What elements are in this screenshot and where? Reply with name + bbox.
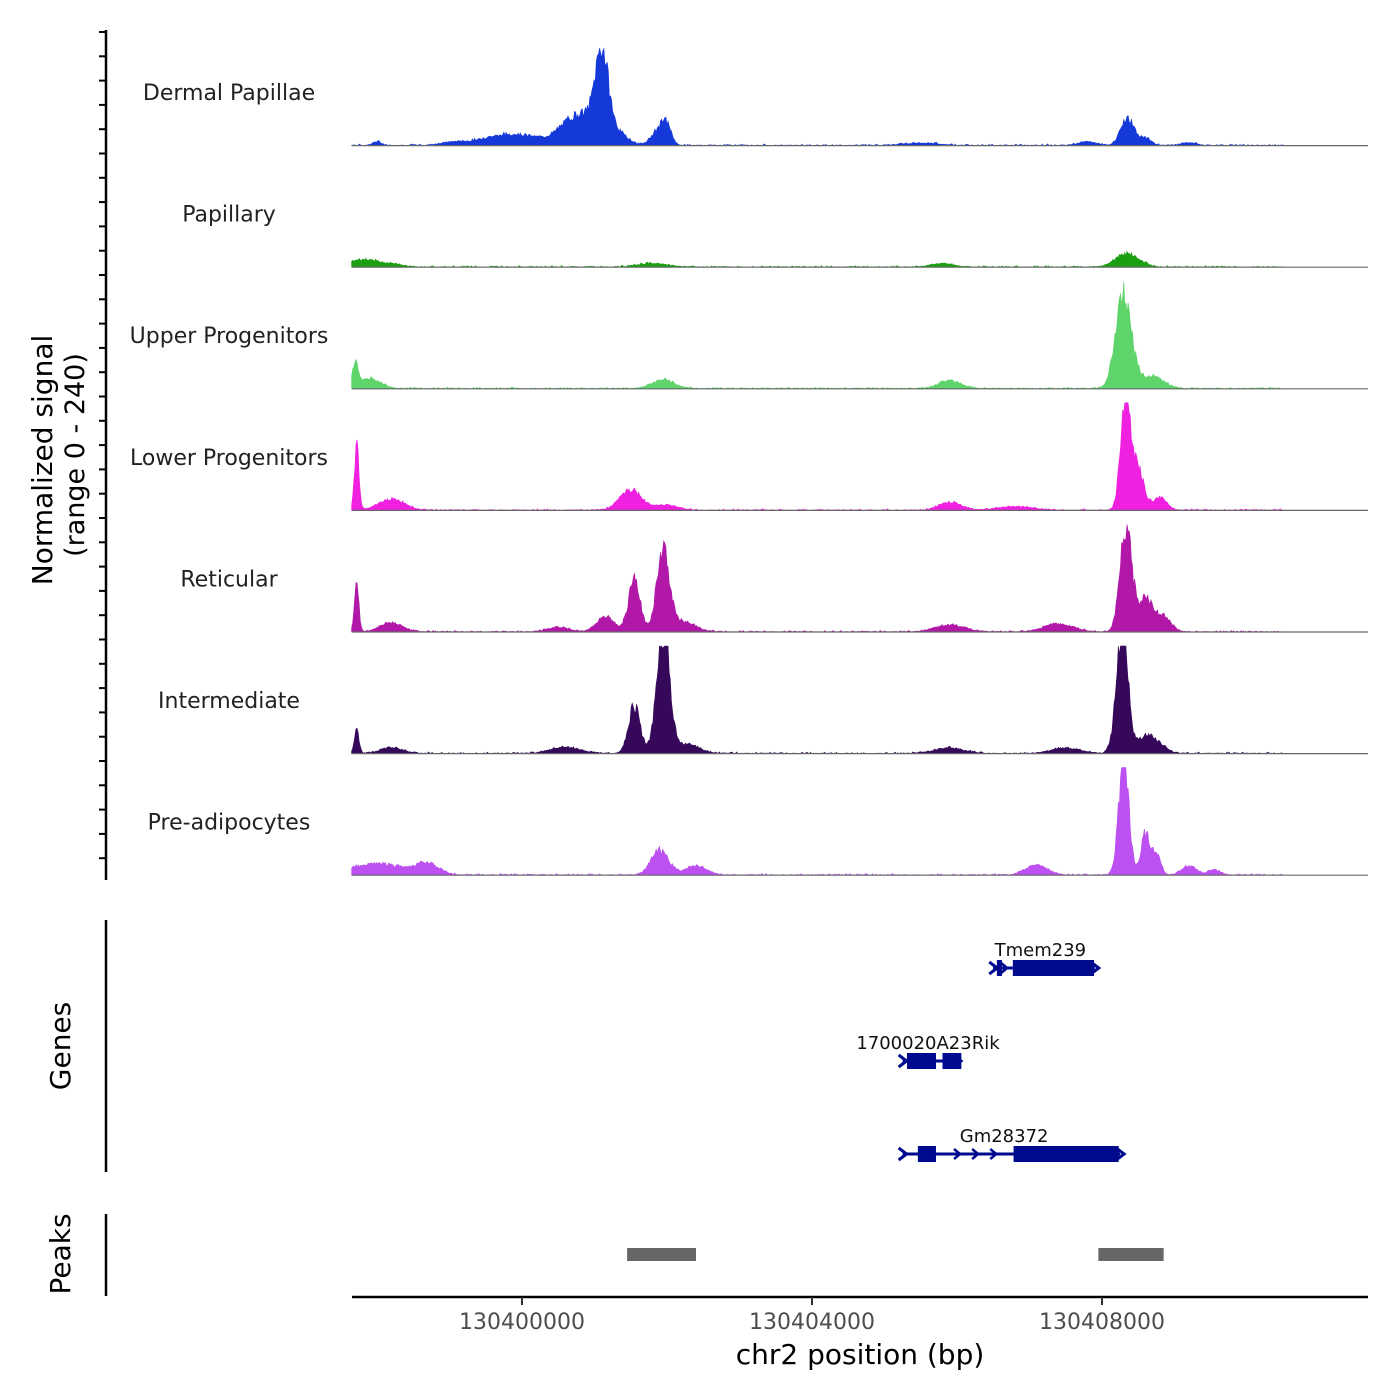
track-intermediate: Intermediate xyxy=(158,645,1368,755)
signal-area-intermediate xyxy=(351,645,1284,755)
peak-region xyxy=(1098,1248,1164,1261)
gene-strand-arrow xyxy=(952,1053,964,1069)
gene-gm28372: Gm28372 xyxy=(897,1126,1127,1162)
gene-exon xyxy=(1013,1146,1119,1162)
track-label-papillary: Papillary xyxy=(182,203,276,228)
y-axis-label-line2: (range 0 - 240) xyxy=(60,353,91,557)
gene-strand-arrow xyxy=(1089,960,1102,976)
track-upper-progenitors: Upper Progenitors xyxy=(130,281,1368,390)
peaks-label: Peaks xyxy=(44,1213,77,1294)
track-label-intermediate: Intermediate xyxy=(158,689,300,714)
gene-strand-arrow xyxy=(988,960,1000,976)
gene-label-1700020a23rik: 1700020A23Rik xyxy=(856,1033,1000,1054)
track-label-dermal-papillae: Dermal Papillae xyxy=(143,81,315,106)
x-axis-label: chr2 position (bp) xyxy=(736,1338,985,1371)
track-reticular: Reticular xyxy=(180,524,1368,633)
track-label-reticular: Reticular xyxy=(180,567,278,592)
genes-track: Tmem239 1700020A23Rik Gm28372 xyxy=(104,920,1127,1172)
gene-label-tmem239: Tmem239 xyxy=(994,940,1087,961)
signal-area-lower-progenitors xyxy=(351,402,1285,511)
track-label-pre-adipocytes: Pre-adipocytes xyxy=(148,811,311,836)
gene-strand-arrow xyxy=(953,1148,962,1160)
gene-label-gm28372: Gm28372 xyxy=(960,1126,1049,1147)
y-axis-ticks xyxy=(99,30,108,880)
track-label-lower-progenitors: Lower Progenitors xyxy=(130,446,328,471)
gene-strand-arrow xyxy=(897,1053,910,1069)
gene-tmem239: Tmem239 xyxy=(988,940,1102,976)
track-label-upper-progenitors: Upper Progenitors xyxy=(130,324,329,349)
signal-area-dermal-papillae xyxy=(351,47,1284,147)
signal-area-papillary xyxy=(351,250,1284,268)
gene-exon xyxy=(917,1146,936,1162)
track-dermal-papillae: Dermal Papillae xyxy=(143,47,1368,147)
signal-area-pre-adipocytes xyxy=(351,767,1285,876)
gene-exon xyxy=(906,1053,936,1069)
gene-exon xyxy=(1012,960,1095,976)
x-tick-label: 130408000 xyxy=(1039,1310,1165,1335)
x-tick-label: 130404000 xyxy=(749,1310,875,1335)
signal-area-upper-progenitors xyxy=(351,281,1284,390)
peak-region xyxy=(627,1248,696,1261)
gene-strand-arrow xyxy=(971,1148,981,1160)
track-papillary: Papillary xyxy=(182,203,1368,268)
track-pre-adipocytes: Pre-adipocytes xyxy=(148,767,1368,876)
gene-strand-arrow xyxy=(989,1148,999,1160)
peaks-track xyxy=(104,1214,1164,1296)
genes-label: Genes xyxy=(44,1002,77,1090)
gene-strand-arrow xyxy=(1115,1146,1127,1162)
track-lower-progenitors: Lower Progenitors xyxy=(130,402,1368,511)
gene-strand-arrow xyxy=(897,1146,910,1162)
signal-area-reticular xyxy=(351,524,1284,633)
coverage-tracks: Dermal Papillae Papillary Upper Progenitor… xyxy=(130,47,1368,876)
gene-strand-arrow xyxy=(1000,962,1010,974)
gene-1700020a23rik: 1700020A23Rik xyxy=(856,1033,1000,1069)
x-tick-label: 130400000 xyxy=(459,1310,585,1335)
x-axis: 130400000 130404000 130408000 xyxy=(352,1295,1368,1335)
y-axis-label-line1: Normalized signal xyxy=(26,335,59,586)
